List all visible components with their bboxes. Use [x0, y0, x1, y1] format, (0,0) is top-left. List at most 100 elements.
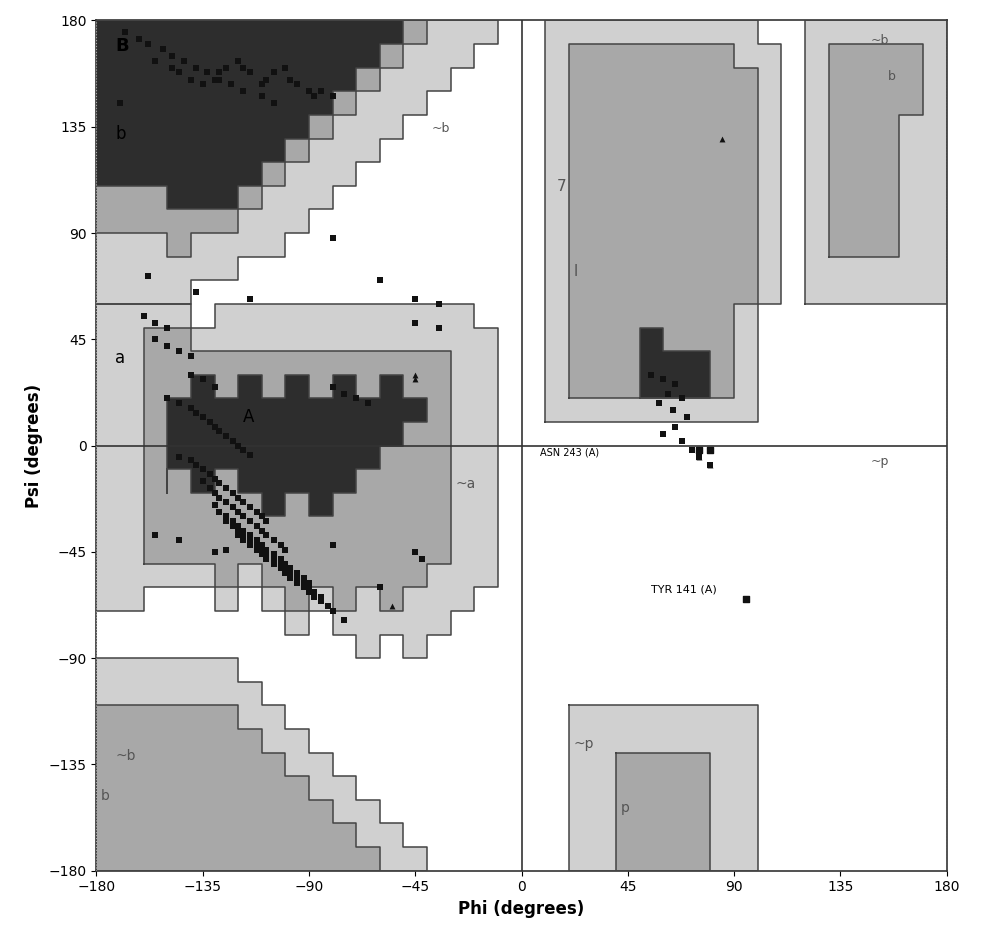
Point	[655, 372, 671, 387]
Point	[159, 320, 175, 335]
Point	[277, 61, 293, 76]
Point	[195, 372, 211, 387]
Point	[171, 533, 187, 548]
Text: ~b: ~b	[432, 121, 450, 134]
Point	[230, 519, 246, 534]
Text: A: A	[243, 408, 254, 426]
Point	[140, 268, 156, 283]
Point	[325, 537, 341, 552]
Point	[242, 448, 258, 463]
Point	[235, 528, 251, 543]
Polygon shape	[569, 705, 758, 870]
Text: ~p: ~p	[871, 454, 889, 467]
Point	[282, 561, 298, 576]
Point	[207, 419, 223, 434]
Point	[254, 542, 270, 557]
Point	[301, 575, 317, 590]
Point	[691, 443, 707, 458]
Point	[665, 403, 681, 418]
Point	[702, 457, 718, 472]
Point	[320, 599, 336, 614]
Point	[242, 537, 258, 552]
Text: ~b: ~b	[115, 748, 136, 762]
Point	[258, 514, 274, 529]
Point	[306, 585, 322, 600]
Point	[643, 368, 659, 383]
Point	[313, 590, 329, 605]
Point	[242, 537, 258, 552]
Point	[218, 542, 234, 557]
Point	[301, 579, 317, 594]
Point	[202, 480, 218, 495]
Point	[211, 72, 227, 87]
Point	[289, 575, 305, 590]
Point	[235, 523, 251, 538]
Text: ~a: ~a	[455, 477, 476, 491]
Text: b: b	[115, 125, 126, 143]
Point	[211, 65, 227, 80]
Point	[147, 315, 163, 330]
Point	[183, 72, 199, 87]
Polygon shape	[640, 327, 710, 398]
Point	[360, 396, 376, 411]
Point	[183, 368, 199, 383]
Point	[266, 556, 282, 571]
Text: p: p	[621, 801, 630, 815]
Point	[348, 391, 364, 406]
X-axis label: Phi (degrees): Phi (degrees)	[458, 900, 585, 918]
Point	[207, 72, 223, 87]
Point	[249, 537, 265, 552]
Point	[325, 604, 341, 619]
Point	[136, 308, 152, 323]
Point	[714, 132, 730, 146]
Point	[188, 405, 204, 420]
Point	[235, 533, 251, 548]
Point	[702, 457, 718, 472]
Polygon shape	[96, 658, 427, 870]
Point	[188, 285, 204, 299]
Point	[679, 410, 695, 425]
Polygon shape	[96, 21, 427, 257]
Point	[254, 89, 270, 104]
Point	[188, 457, 204, 472]
Point	[230, 439, 246, 453]
Point	[225, 485, 241, 500]
Point	[230, 523, 246, 538]
Point	[258, 547, 274, 562]
Polygon shape	[96, 304, 498, 658]
Point	[273, 551, 289, 566]
Polygon shape	[96, 705, 380, 870]
Point	[325, 379, 341, 394]
Point	[651, 396, 667, 411]
Point	[313, 594, 329, 609]
Point	[289, 77, 305, 91]
Point	[254, 523, 270, 538]
Point	[117, 25, 133, 40]
Point	[249, 542, 265, 557]
Point	[171, 450, 187, 465]
Point	[218, 514, 234, 529]
Point	[254, 509, 270, 524]
Point	[738, 592, 754, 606]
Point	[674, 391, 690, 406]
Point	[207, 497, 223, 512]
Point	[258, 72, 274, 87]
Point	[183, 453, 199, 467]
Point	[277, 565, 293, 580]
Point	[249, 519, 265, 534]
Point	[242, 514, 258, 529]
Polygon shape	[569, 44, 758, 398]
Point	[235, 84, 251, 99]
Point	[414, 551, 430, 566]
Point	[313, 594, 329, 609]
Point	[249, 533, 265, 548]
Point	[171, 65, 187, 80]
Polygon shape	[805, 21, 947, 304]
Point	[266, 556, 282, 571]
Text: B: B	[115, 37, 129, 55]
Point	[289, 575, 305, 590]
Point	[296, 575, 312, 590]
Point	[407, 315, 423, 330]
Text: ~b: ~b	[871, 35, 889, 48]
Point	[242, 499, 258, 514]
